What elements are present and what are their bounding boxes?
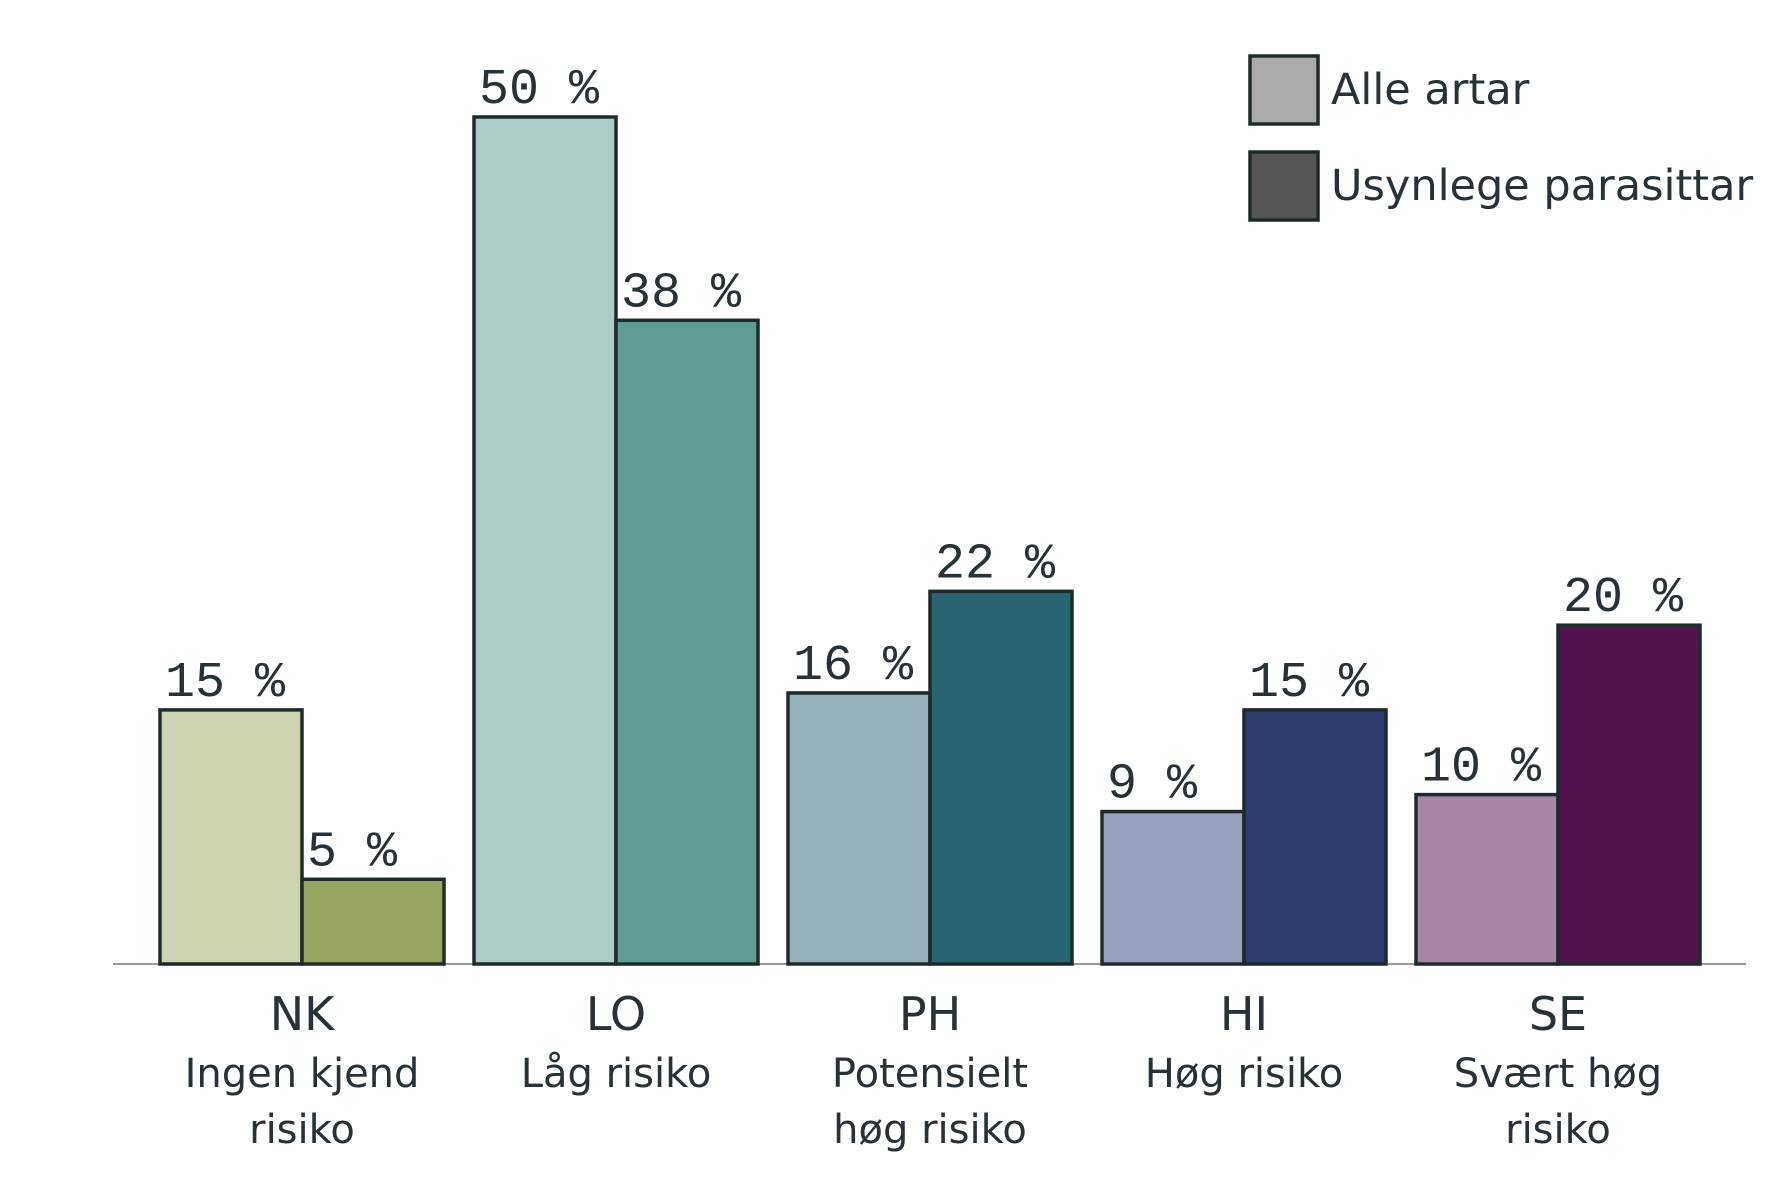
category-description: Ingen kjend <box>185 1051 420 1097</box>
category-code: SE <box>1529 987 1587 1041</box>
category-description: Låg risiko <box>521 1051 712 1097</box>
value-label: 9 % <box>1107 757 1198 814</box>
bar <box>1100 809 1246 966</box>
value-label: 20 % <box>1563 570 1684 627</box>
category-description: høg risiko <box>833 1107 1027 1153</box>
bar <box>1556 623 1702 966</box>
category-description: Potensielt <box>832 1051 1028 1097</box>
legend-label: Alle artar <box>1331 65 1530 115</box>
category-code: HI <box>1220 987 1268 1041</box>
bar <box>614 318 760 966</box>
category-description: Høg risiko <box>1145 1051 1343 1097</box>
value-label: 16 % <box>793 638 914 695</box>
category-description: risiko <box>249 1107 355 1153</box>
legend-label: Usynlege parasittar <box>1331 161 1753 211</box>
value-label: 10 % <box>1421 740 1542 797</box>
value-label: 50 % <box>479 62 600 119</box>
value-label: 38 % <box>621 265 742 322</box>
value-label: 5 % <box>307 824 398 881</box>
bar <box>928 589 1074 966</box>
category-code: PH <box>899 987 961 1041</box>
value-label: 15 % <box>165 655 286 712</box>
bar <box>1414 792 1560 966</box>
bar <box>158 708 304 966</box>
legend-swatch <box>1248 54 1320 126</box>
value-label: 15 % <box>1249 655 1370 712</box>
bar <box>300 877 446 966</box>
legend-swatch <box>1248 150 1320 222</box>
category-code: LO <box>586 987 646 1041</box>
category-description: risiko <box>1505 1107 1611 1153</box>
bar <box>786 691 932 966</box>
category-description: Svært høg <box>1454 1051 1662 1097</box>
category-code: NK <box>270 987 336 1041</box>
bar <box>1242 708 1388 966</box>
bar <box>472 115 618 966</box>
value-label: 22 % <box>935 536 1056 593</box>
